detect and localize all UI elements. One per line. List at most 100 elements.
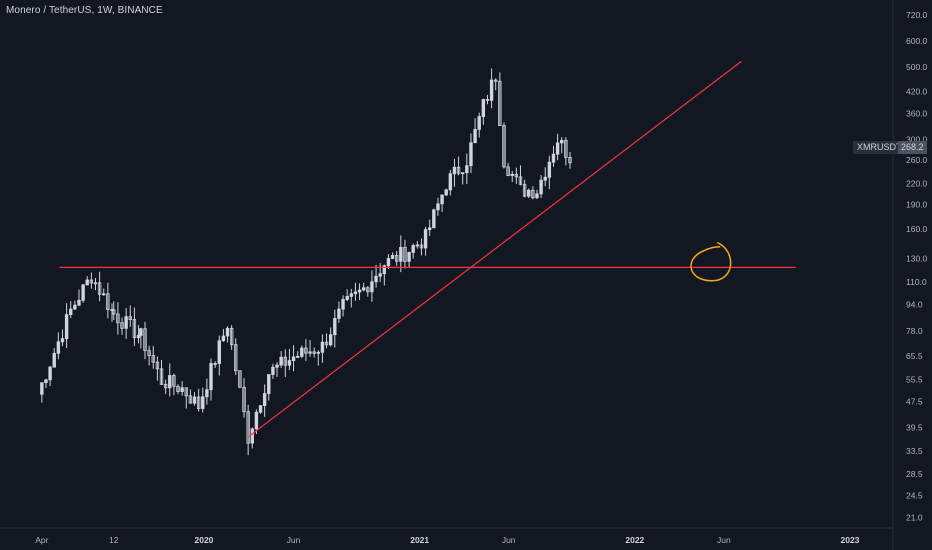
x-tick-label: 12 xyxy=(109,535,119,545)
chart-title: Monero / TetherUS, 1W, BINANCE xyxy=(6,5,163,16)
y-tick-label: 28.5 xyxy=(906,469,923,479)
candle-body xyxy=(522,183,527,197)
candle-body xyxy=(89,279,94,284)
candle-body xyxy=(40,382,44,395)
x-tick-label: Apr xyxy=(35,535,48,545)
candle-body xyxy=(81,284,85,301)
candle-body xyxy=(287,360,292,366)
candle-body xyxy=(217,340,221,364)
candle-body xyxy=(128,316,132,320)
candle-body xyxy=(196,396,201,409)
candle-body xyxy=(234,344,238,372)
y-tick-label: 94.0 xyxy=(906,299,923,309)
candle-body xyxy=(498,80,502,126)
x-tick-label: 2021 xyxy=(410,535,429,545)
candle-body xyxy=(407,251,411,262)
candle-body xyxy=(510,173,514,176)
candle-body xyxy=(345,296,349,300)
candle-body xyxy=(225,327,230,337)
candle-body xyxy=(209,363,213,391)
candle-body xyxy=(69,308,73,315)
candle-body xyxy=(316,351,320,354)
candle-body xyxy=(120,322,124,329)
candle-body xyxy=(229,327,234,346)
y-tick-label: 260.0 xyxy=(906,155,928,165)
candle-body xyxy=(465,165,469,174)
candle-body xyxy=(333,318,337,336)
y-tick-label: 420.0 xyxy=(906,87,928,97)
candle-body xyxy=(456,166,461,174)
x-tick-label: 2023 xyxy=(841,535,860,545)
candle-body xyxy=(93,282,98,285)
y-tick-label: 500.0 xyxy=(906,62,928,72)
candle-body xyxy=(415,244,420,247)
candle-body xyxy=(213,363,217,365)
candle-body xyxy=(320,341,325,353)
candle-body xyxy=(547,161,552,178)
x-tick-label: 2022 xyxy=(625,535,644,545)
candle-body xyxy=(370,281,374,293)
candle-body xyxy=(341,299,345,310)
ascending-trendline xyxy=(247,60,742,438)
candle-body xyxy=(527,189,531,197)
candle-body xyxy=(448,173,453,191)
time-axis[interactable]: Apr 12 2020 Jun 2021 Jun 2022 Jun 2023 xyxy=(35,535,859,545)
y-tick-label: 160.0 xyxy=(906,224,928,234)
candle-body xyxy=(324,341,329,346)
candle-body xyxy=(485,99,490,101)
candle-body xyxy=(52,352,56,368)
candle-body xyxy=(514,173,519,178)
y-tick-label: 190.0 xyxy=(906,199,928,209)
candle-body xyxy=(337,308,341,319)
y-tick-label: 130.0 xyxy=(906,253,928,263)
price-axis[interactable]: 720.0 600.0 500.0 420.0 360.0 300.0 260.0 220.0… xyxy=(906,10,928,522)
candle-body xyxy=(56,341,61,354)
candle-body xyxy=(155,361,160,370)
candle-body xyxy=(201,396,205,409)
y-tick-label: 33.5 xyxy=(906,446,923,456)
x-tick-label: Jun xyxy=(502,535,516,545)
candle-body xyxy=(502,125,506,168)
candle-body xyxy=(176,385,180,392)
candle-body xyxy=(403,246,407,262)
x-tick-label: 2020 xyxy=(194,535,213,545)
candle-body xyxy=(163,383,168,389)
candle-body xyxy=(102,293,106,296)
y-tick-label: 24.5 xyxy=(906,491,923,501)
y-tick-label: 47.5 xyxy=(906,396,923,406)
candle-body xyxy=(419,244,424,249)
candle-body xyxy=(551,153,556,163)
candle-body xyxy=(168,375,172,389)
last-price-badge: 268.2 xyxy=(898,141,927,154)
y-tick-label: 110.0 xyxy=(906,277,927,287)
candle-body xyxy=(262,393,267,406)
candle-body xyxy=(139,328,143,336)
candle-body xyxy=(469,142,473,167)
y-tick-label: 300.0 xyxy=(906,134,928,144)
candle-body xyxy=(283,356,287,366)
candle-body xyxy=(147,350,151,356)
candle-body xyxy=(312,351,316,354)
candle-body xyxy=(568,156,572,164)
candle-body xyxy=(394,255,399,262)
candle-body xyxy=(136,335,141,338)
candle-body xyxy=(539,179,543,195)
candle-body xyxy=(246,411,250,444)
candle-body xyxy=(531,189,535,199)
y-tick-label: 55.5 xyxy=(906,374,923,384)
y-tick-label: 220.0 xyxy=(906,179,928,189)
y-tick-label: 21.0 xyxy=(906,512,923,522)
candle-body xyxy=(124,316,128,329)
candle-body xyxy=(271,366,275,375)
candle-body xyxy=(432,209,436,229)
candle-body xyxy=(44,379,48,384)
candle-body xyxy=(506,166,510,176)
candle-body xyxy=(205,389,209,398)
candle-body xyxy=(295,355,300,358)
candle-body xyxy=(254,411,259,430)
y-tick-label: 600.0 xyxy=(906,36,928,46)
candle-body xyxy=(390,255,395,259)
y-tick-label: 39.5 xyxy=(906,423,923,433)
candle-body xyxy=(60,338,65,343)
